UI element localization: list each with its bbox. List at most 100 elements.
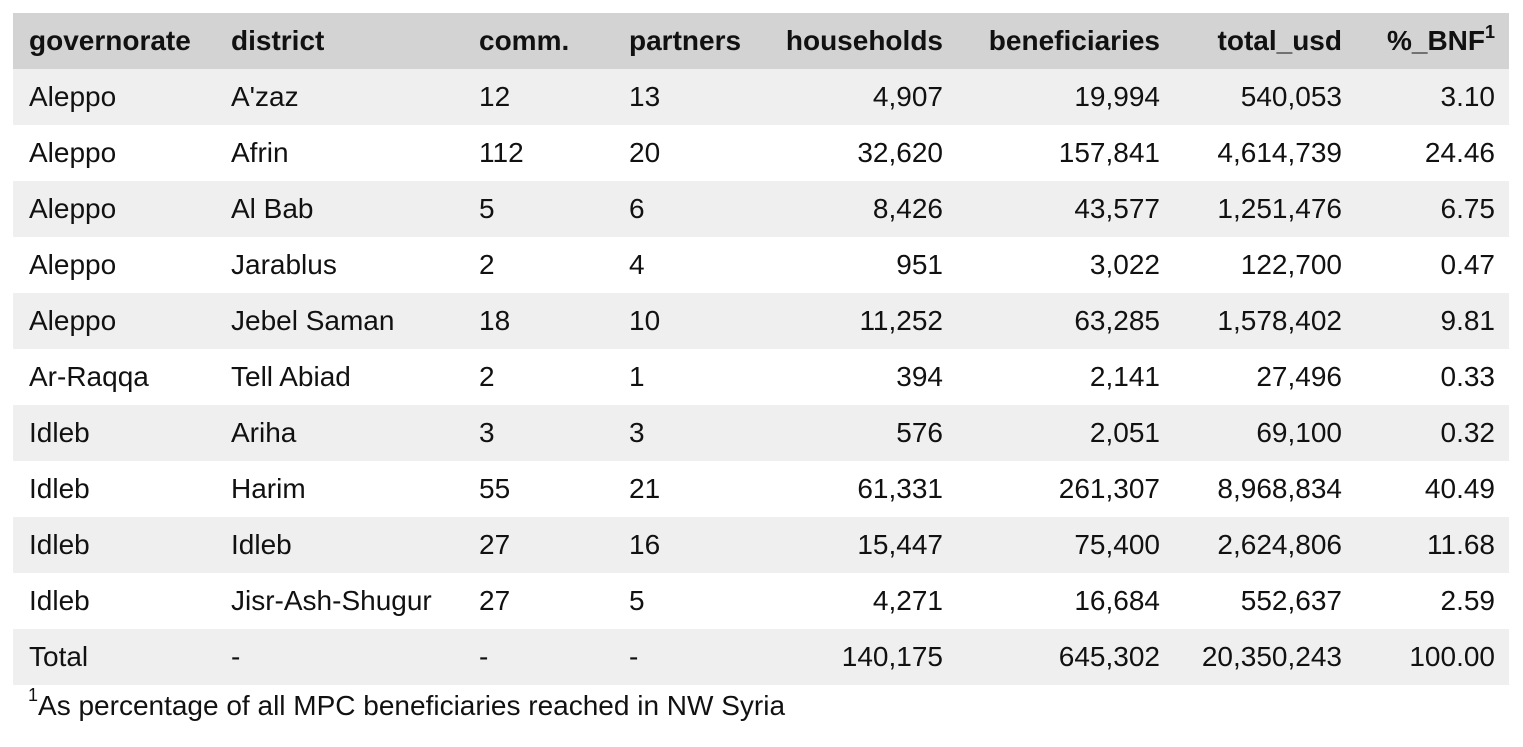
cell-households: 140,175 — [841, 641, 943, 672]
cell-governorate: Aleppo — [29, 249, 117, 280]
footnote-text: As percentage of all MPC beneficiaries r… — [38, 690, 786, 721]
cell-beneficiaries: 261,307 — [1058, 473, 1160, 504]
cell-partners: 16 — [629, 529, 661, 560]
cell-partners: 5 — [629, 585, 645, 616]
cell-beneficiaries: 2,051 — [1089, 417, 1160, 448]
cell-district: Jebel Saman — [231, 305, 395, 336]
cell-total-usd: 1,251,476 — [1217, 193, 1342, 224]
cell-households: 8,426 — [872, 193, 943, 224]
cell-beneficiaries: 16,684 — [1074, 585, 1160, 616]
header-households: households — [785, 25, 943, 56]
cell-pct-bnf: 11.68 — [1427, 529, 1495, 560]
header-governorate: governorate — [29, 25, 191, 56]
cell-comm: 2 — [479, 361, 495, 392]
header-pct-bnf-label: %_BNF — [1386, 25, 1485, 56]
cell-partners: 10 — [629, 305, 661, 336]
cell-beneficiaries: 19,994 — [1074, 81, 1160, 112]
mpc-district-table: governorate district comm. partners hous… — [13, 13, 1509, 685]
cell-partners: 3 — [629, 417, 645, 448]
table-row: Aleppo Afrin 112 20 32,620 157,841 4,614,739 24… — [13, 125, 1509, 181]
cell-total-usd: 20,350,243 — [1201, 641, 1342, 672]
header-partners: partners — [629, 25, 742, 56]
cell-district: Harim — [231, 473, 306, 504]
cell-total-usd: 552,637 — [1240, 585, 1342, 616]
cell-governorate: Total — [29, 641, 89, 672]
table-row: Idleb Ariha 3 3 576 2,051 69,100 0.32 — [13, 405, 1509, 461]
cell-governorate: Idleb — [29, 529, 90, 560]
cell-partners: - — [629, 641, 639, 672]
cell-comm: 27 — [479, 529, 511, 560]
table-header: governorate district comm. partners hous… — [13, 13, 1509, 69]
cell-pct-bnf: 0.32 — [1440, 417, 1496, 448]
cell-comm: 3 — [479, 417, 495, 448]
cell-governorate: Idleb — [29, 585, 90, 616]
table-row: Ar-Raqqa Tell Abiad 2 1 394 2,141 27,496 0.33 — [13, 349, 1509, 405]
total-row: Total - - - 140,175 645,302 20,350,243 1… — [13, 629, 1509, 685]
cell-beneficiaries: 2,141 — [1089, 361, 1160, 392]
cell-partners: 13 — [629, 81, 661, 112]
table-row: Aleppo A'zaz 12 13 4,907 19,994 540,053 3.10 — [13, 69, 1509, 125]
cell-governorate: Ar-Raqqa — [29, 361, 149, 392]
cell-pct-bnf: 3.10 — [1440, 81, 1496, 112]
cell-comm: 55 — [479, 473, 511, 504]
header-total-usd: total_usd — [1217, 25, 1342, 56]
cell-district: A'zaz — [231, 81, 299, 112]
table-row: Idleb Jisr-Ash-Shugur 27 5 4,271 16,684 552,63… — [13, 573, 1509, 629]
cell-total-usd: 1,578,402 — [1217, 305, 1342, 336]
cell-pct-bnf: 0.33 — [1440, 361, 1496, 392]
cell-comm: 5 — [479, 193, 495, 224]
header-beneficiaries: beneficiaries — [988, 25, 1160, 56]
cell-district: Ariha — [231, 417, 297, 448]
cell-pct-bnf: 0.47 — [1440, 249, 1496, 280]
cell-households: 576 — [896, 417, 943, 448]
cell-beneficiaries: 3,022 — [1089, 249, 1160, 280]
cell-total-usd: 27,496 — [1256, 361, 1342, 392]
cell-comm: 18 — [479, 305, 511, 336]
cell-beneficiaries: 75,400 — [1074, 529, 1160, 560]
cell-households: 4,271 — [872, 585, 943, 616]
cell-total-usd: 2,624,806 — [1217, 529, 1342, 560]
cell-beneficiaries: 43,577 — [1074, 193, 1160, 224]
header-comm: comm. — [479, 25, 570, 56]
cell-partners: 1 — [629, 361, 645, 392]
footnote-marker-header: 1 — [1484, 22, 1495, 42]
cell-district: Jarablus — [231, 249, 337, 280]
cell-pct-bnf: 100.00 — [1409, 641, 1495, 672]
cell-district: - — [231, 641, 241, 672]
cell-comm: 112 — [479, 137, 524, 168]
cell-governorate: Idleb — [29, 417, 90, 448]
cell-pct-bnf: 24.46 — [1424, 137, 1495, 168]
cell-governorate: Aleppo — [29, 81, 117, 112]
table-row: Aleppo Al Bab 5 6 8,426 43,577 1,251,476 6.75 — [13, 181, 1509, 237]
cell-governorate: Aleppo — [29, 305, 117, 336]
table-body: Aleppo A'zaz 12 13 4,907 19,994 540,053 3.10 Ale… — [13, 69, 1509, 685]
cell-partners: 21 — [629, 473, 661, 504]
header-pct-bnf: %_BNF1 — [1356, 13, 1509, 69]
cell-partners: 20 — [629, 137, 661, 168]
cell-total-usd: 4,614,739 — [1217, 137, 1342, 168]
cell-pct-bnf: 2.59 — [1440, 585, 1496, 616]
cell-households: 394 — [896, 361, 943, 392]
cell-households: 11,252 — [859, 305, 943, 336]
cell-district: Jisr-Ash-Shugur — [231, 585, 432, 616]
footnote-marker: 1 — [28, 685, 39, 705]
cell-partners: 4 — [629, 249, 645, 280]
cell-partners: 6 — [629, 193, 645, 224]
cell-pct-bnf: 6.75 — [1440, 193, 1496, 224]
cell-district: Idleb — [231, 529, 292, 560]
cell-beneficiaries: 63,285 — [1074, 305, 1160, 336]
cell-pct-bnf: 9.81 — [1440, 305, 1496, 336]
cell-households: 15,447 — [857, 529, 943, 560]
cell-comm: - — [479, 641, 489, 672]
cell-governorate: Aleppo — [29, 137, 117, 168]
cell-comm: 27 — [479, 585, 511, 616]
header-district: district — [231, 25, 325, 56]
cell-total-usd: 540,053 — [1240, 81, 1342, 112]
table-row: Idleb Harim 55 21 61,331 261,307 8,968,834 40.4… — [13, 461, 1509, 517]
cell-district: Tell Abiad — [231, 361, 351, 392]
table-row: Idleb Idleb 27 16 15,447 75,400 2,624,806 11.68 — [13, 517, 1509, 573]
cell-district: Al Bab — [231, 193, 314, 224]
cell-households: 61,331 — [857, 473, 943, 504]
cell-comm: 12 — [479, 81, 511, 112]
cell-pct-bnf: 40.49 — [1424, 473, 1495, 504]
